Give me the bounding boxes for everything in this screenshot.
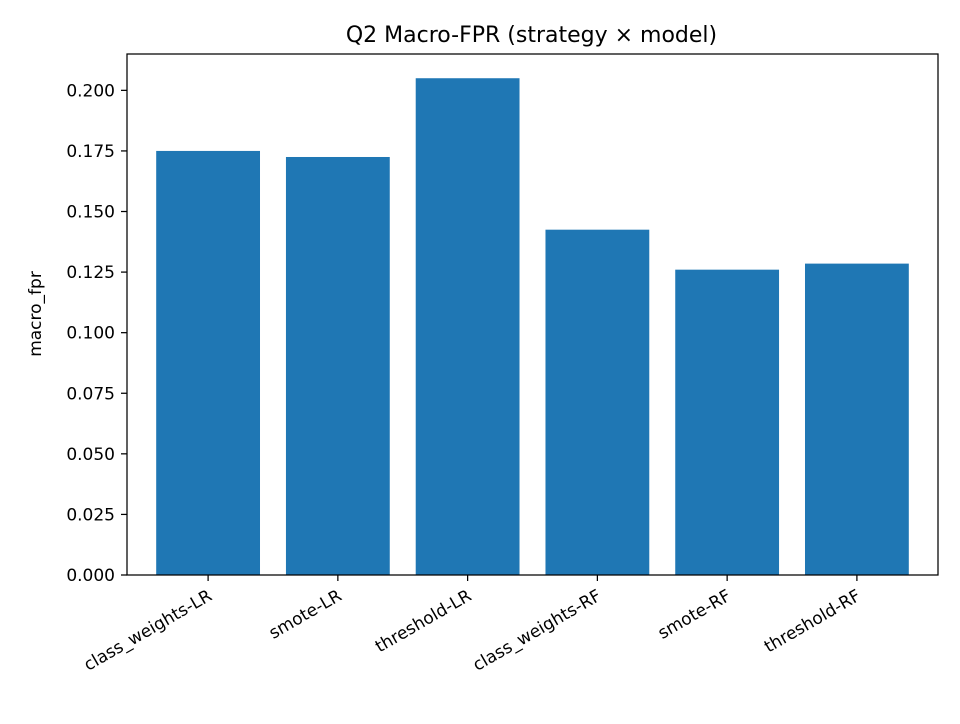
bar-smote-RF xyxy=(675,269,780,575)
x-tick-label: threshold-LR xyxy=(372,586,475,657)
bars-layer xyxy=(156,78,909,576)
y-tick-label: 0.125 xyxy=(66,263,115,283)
y-tick-label: 0.025 xyxy=(66,505,115,525)
y-tick-label: 0.150 xyxy=(66,203,115,223)
y-tick-label: 0.175 xyxy=(66,142,115,162)
chart-title: Q2 Macro-FPR (strategy × model) xyxy=(346,23,717,48)
y-axis: 0.000 0.025 0.050 0.075 0.100 0.125 0.150 0.175… xyxy=(66,81,127,586)
x-tick-label: threshold-RF xyxy=(761,586,864,657)
y-axis-label: macro_fpr xyxy=(26,271,46,357)
bar-threshold-RF xyxy=(804,263,909,575)
y-tick-label: 0.200 xyxy=(66,81,115,101)
x-tick-label: class_weights-RF xyxy=(470,586,605,676)
x-tick-label: class_weights-LR xyxy=(81,586,216,676)
x-tick-label: smote-RF xyxy=(655,586,735,644)
y-tick-label: 0.100 xyxy=(66,324,115,344)
y-tick-label: 0.000 xyxy=(66,566,115,586)
plot-frame xyxy=(126,53,939,576)
bar-threshold-LR xyxy=(415,78,520,576)
bar-class_weights-RF xyxy=(545,229,650,576)
x-tick-label: smote-LR xyxy=(266,586,346,644)
x-axis: class_weights-LR smote-LR threshold-LRclas… xyxy=(81,575,864,676)
y-tick-label: 0.050 xyxy=(66,445,115,465)
bar-smote-LR xyxy=(285,156,390,575)
bar-class_weights-LR xyxy=(156,150,261,575)
y-tick-label: 0.075 xyxy=(66,384,115,404)
